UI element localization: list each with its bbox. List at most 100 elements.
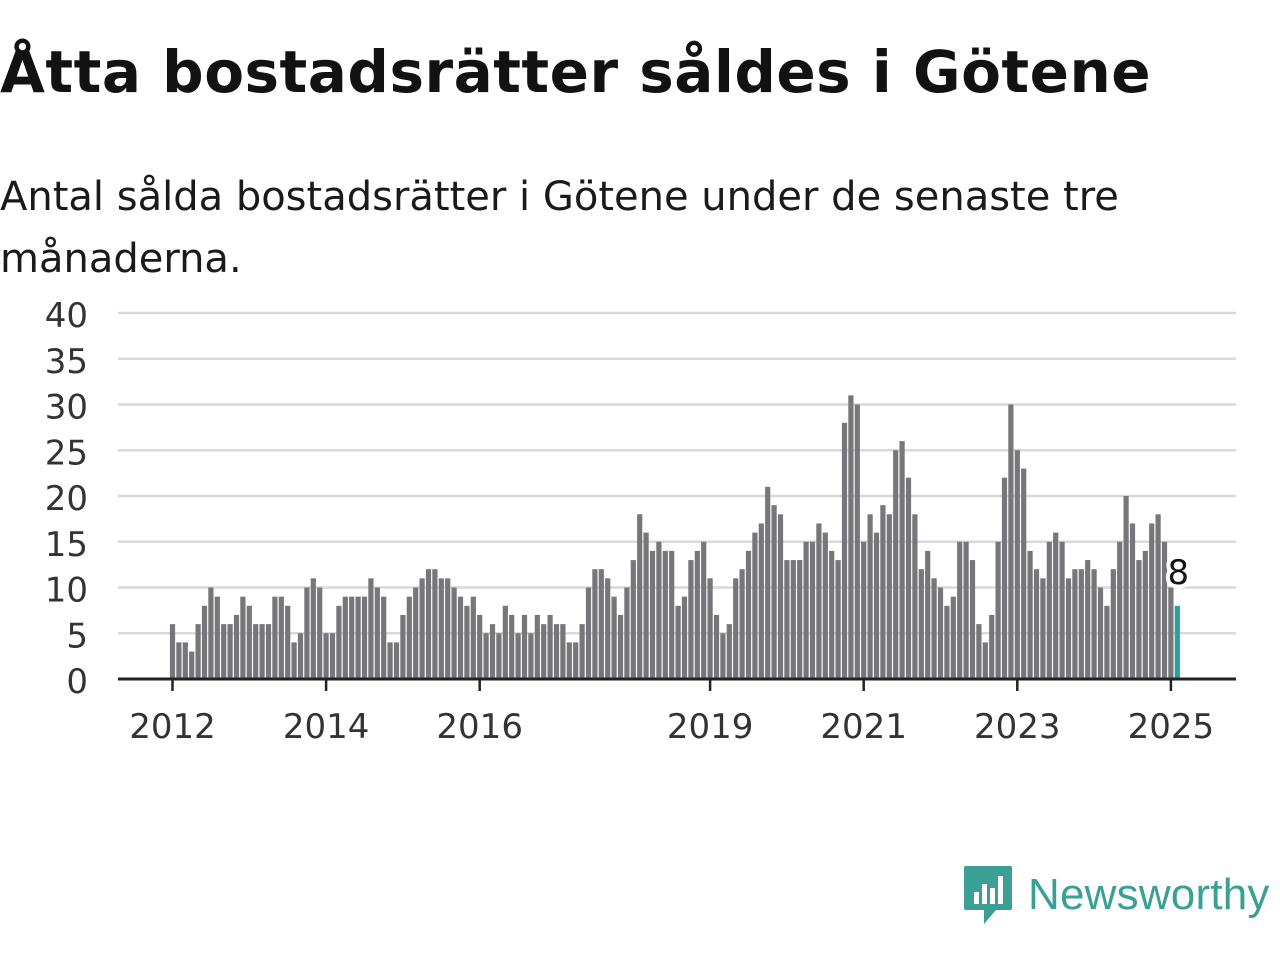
bar — [1123, 496, 1129, 679]
bar — [489, 624, 496, 679]
bar — [246, 605, 252, 679]
bar — [1072, 569, 1078, 679]
bar — [477, 614, 483, 679]
bar — [809, 541, 816, 679]
bar — [720, 633, 726, 679]
newsworthy-logo-icon — [964, 866, 1012, 924]
bar — [1117, 541, 1123, 679]
bar — [643, 532, 649, 679]
bar — [1059, 541, 1065, 679]
bar — [1085, 560, 1091, 679]
bar — [989, 614, 995, 679]
x-tick-label: 2016 — [436, 707, 523, 747]
bar — [496, 633, 502, 679]
bar — [169, 624, 176, 679]
bar — [867, 514, 873, 679]
bar — [240, 596, 246, 679]
bar — [848, 395, 854, 679]
bar — [777, 514, 784, 679]
bar — [214, 596, 220, 679]
bar — [541, 624, 547, 679]
bar — [957, 541, 963, 679]
bar — [726, 624, 732, 679]
x-tick-label: 2021 — [820, 707, 907, 747]
bar — [925, 550, 931, 679]
bar — [886, 514, 892, 679]
bar — [758, 523, 764, 679]
bar — [483, 633, 489, 679]
bar — [803, 541, 809, 679]
bar — [310, 578, 316, 679]
bar — [208, 587, 214, 679]
bar — [790, 560, 796, 679]
bar — [861, 541, 867, 679]
bar — [784, 560, 790, 679]
highlight-value-label: 8 — [1167, 553, 1189, 593]
bar — [797, 560, 803, 679]
bar — [707, 578, 713, 679]
bar — [1110, 569, 1116, 679]
bar — [323, 633, 329, 679]
bar — [1027, 550, 1033, 679]
bar — [1161, 541, 1168, 679]
bar — [253, 624, 259, 679]
bar — [835, 560, 841, 679]
bar — [617, 614, 624, 679]
bar — [368, 578, 374, 679]
bar — [669, 550, 675, 679]
bar — [201, 605, 208, 679]
bar — [1014, 450, 1020, 679]
bar — [694, 550, 700, 679]
bar — [259, 624, 265, 679]
bar — [432, 569, 438, 679]
bar — [291, 642, 297, 679]
bar — [745, 550, 752, 679]
x-tick-label: 2014 — [283, 707, 370, 747]
bar — [227, 624, 233, 679]
bar — [176, 642, 182, 679]
bar — [342, 596, 348, 679]
bar — [592, 569, 598, 679]
bar — [1021, 468, 1027, 679]
bar — [278, 596, 284, 679]
bar — [1065, 578, 1072, 679]
x-tick-label: 2023 — [974, 707, 1061, 747]
bar — [688, 560, 694, 679]
bar — [733, 578, 739, 679]
bar — [182, 642, 188, 679]
bar — [1008, 404, 1014, 679]
bar — [771, 505, 777, 679]
bar — [605, 578, 611, 679]
bar — [899, 441, 905, 679]
y-tick-label: 5 — [66, 616, 88, 656]
bar — [873, 532, 880, 679]
bar — [841, 422, 848, 679]
bar — [713, 614, 720, 679]
newsworthy-brand: Newsworthy — [962, 862, 1270, 928]
bar — [912, 514, 918, 679]
bar — [829, 550, 835, 679]
bar — [950, 596, 956, 679]
bar — [905, 477, 912, 679]
bar — [1033, 569, 1040, 679]
bar — [765, 486, 771, 679]
bar — [464, 605, 470, 679]
bar — [317, 587, 323, 679]
bar — [1046, 541, 1052, 679]
y-tick-label: 20 — [45, 479, 88, 519]
x-tick-label: 2012 — [129, 707, 216, 747]
bar — [221, 624, 227, 679]
bar — [1001, 477, 1008, 679]
bar — [553, 624, 560, 679]
x-tick-label: 2025 — [1128, 707, 1215, 747]
bar — [381, 596, 387, 679]
bar — [400, 614, 406, 679]
bar — [1097, 587, 1104, 679]
bar — [1168, 587, 1174, 679]
bar — [336, 605, 342, 679]
bar — [349, 596, 355, 679]
bar — [739, 569, 745, 679]
bar — [361, 596, 368, 679]
y-tick-label: 40 — [45, 296, 88, 336]
bar — [585, 587, 592, 679]
